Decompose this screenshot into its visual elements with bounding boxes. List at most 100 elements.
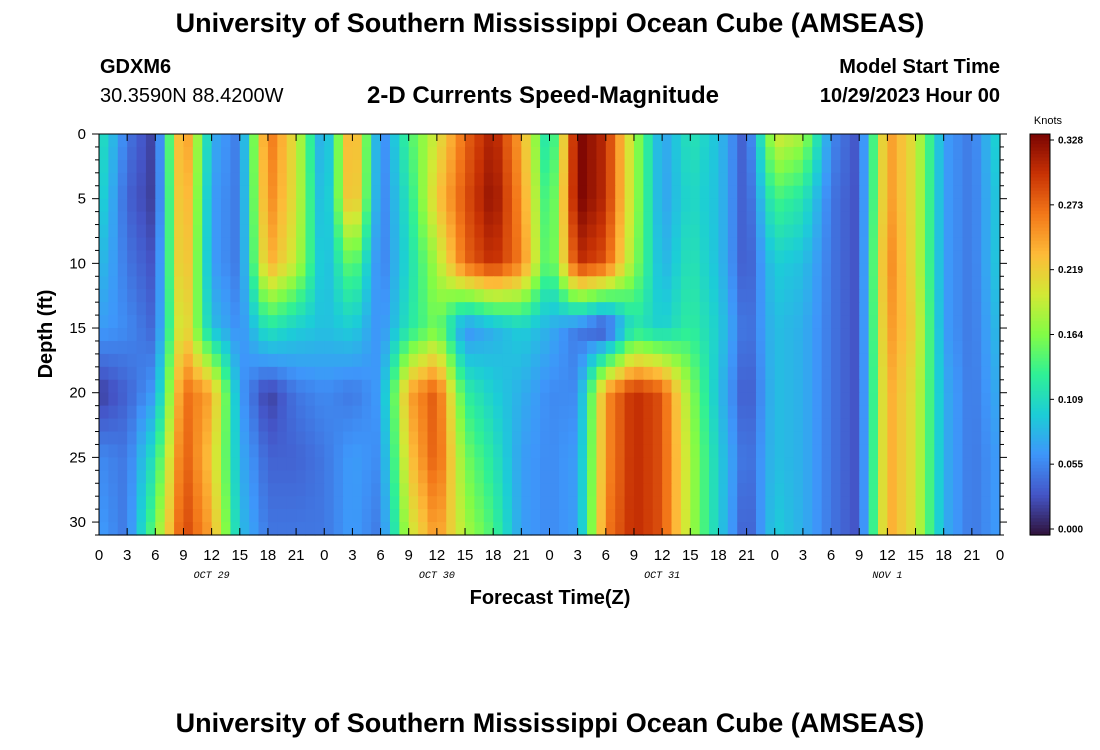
heatmap-cell: [690, 289, 701, 303]
heatmap-cell: [521, 289, 532, 303]
heatmap-cell: [587, 211, 598, 226]
heatmap-cell: [568, 392, 579, 407]
heatmap-cell: [183, 418, 194, 433]
heatmap-cell: [455, 134, 466, 148]
x-tick-label: 21: [738, 547, 755, 564]
heatmap-cell: [371, 134, 382, 148]
heatmap-cell: [230, 444, 241, 458]
heatmap-cell: [389, 457, 400, 471]
heatmap-cell: [399, 509, 410, 523]
heatmap-cell: [521, 496, 532, 510]
heatmap-cell: [183, 392, 194, 407]
heatmap-cell: [953, 146, 964, 161]
heatmap-cell: [587, 172, 598, 187]
heatmap-cell: [333, 315, 344, 329]
heatmap-cell: [953, 328, 964, 342]
heatmap-cell: [530, 431, 541, 446]
heatmap-cell: [155, 315, 166, 329]
heatmap-cell: [906, 328, 917, 342]
heatmap-cell: [596, 250, 607, 264]
heatmap-cell: [643, 379, 654, 394]
heatmap-cell: [371, 483, 382, 497]
heatmap-cell: [136, 172, 147, 187]
heatmap-cell: [324, 496, 335, 510]
heatmap-cell: [943, 211, 954, 226]
heatmap-cell: [549, 289, 560, 303]
heatmap-cell: [493, 146, 504, 161]
heatmap-cell: [643, 431, 654, 446]
heatmap-cell: [249, 522, 260, 536]
heatmap-cell: [418, 470, 429, 484]
heatmap-cell: [493, 444, 504, 458]
heatmap-cell: [277, 134, 288, 148]
heatmap-cell: [981, 250, 992, 264]
heatmap-cell: [183, 470, 194, 484]
heatmap-cell: [361, 302, 372, 316]
heatmap-cell: [455, 509, 466, 523]
heatmap-cell: [577, 328, 588, 342]
heatmap-cell: [117, 379, 128, 394]
heatmap-cell: [868, 328, 879, 342]
heatmap-cell: [605, 302, 616, 316]
heatmap-cell: [277, 470, 288, 484]
colorbar-segment: [1030, 234, 1050, 239]
heatmap-cell: [211, 522, 222, 536]
heatmap-cell: [380, 185, 391, 200]
heatmap-cell: [136, 237, 147, 252]
heatmap-cell: [127, 185, 138, 200]
heatmap-cell: [483, 250, 494, 264]
heatmap-cell: [314, 379, 325, 394]
heatmap-cell: [746, 470, 757, 484]
heatmap-cell: [155, 496, 166, 510]
heatmap-cell: [324, 146, 335, 161]
heatmap-cell: [774, 444, 785, 458]
heatmap-cell: [221, 159, 231, 174]
heatmap-cell: [314, 444, 325, 458]
heatmap-cell: [971, 159, 982, 174]
heatmap-cell: [962, 457, 973, 471]
heatmap-cell: [662, 172, 673, 187]
heatmap-cell: [662, 289, 673, 303]
heatmap-cell: [887, 146, 898, 161]
heatmap-cell: [333, 302, 344, 316]
heatmap-cell: [633, 224, 644, 239]
heatmap-cell: [615, 302, 626, 316]
heatmap-cell: [483, 522, 494, 536]
colorbar-segment: [1030, 220, 1050, 225]
heatmap-cell: [887, 302, 898, 316]
heatmap-cell: [465, 340, 476, 355]
heatmap-cell: [587, 522, 598, 536]
heatmap-cell: [305, 159, 316, 174]
heatmap-cell: [211, 134, 222, 148]
heatmap-cell: [990, 379, 1001, 394]
heatmap-cell: [333, 483, 344, 497]
heatmap-cell: [493, 276, 504, 290]
heatmap-cell: [558, 263, 569, 277]
heatmap-cell: [812, 224, 823, 239]
heatmap-cell: [633, 185, 644, 200]
heatmap-cell: [680, 522, 691, 536]
heatmap-cell: [596, 340, 607, 355]
heatmap-cell: [962, 224, 973, 239]
heatmap-cell: [258, 198, 269, 213]
heatmap-cell: [680, 146, 691, 161]
heatmap-cell: [511, 431, 522, 446]
heatmap-cell: [718, 522, 729, 536]
heatmap-cell: [436, 431, 447, 446]
heatmap-cell: [455, 302, 466, 316]
heatmap-cell: [211, 289, 222, 303]
heatmap-cell: [380, 353, 391, 368]
heatmap-cell: [971, 483, 982, 497]
heatmap-cell: [802, 211, 813, 226]
heatmap-cell: [239, 405, 250, 420]
heatmap-cell: [643, 315, 654, 329]
heatmap-cell: [305, 405, 316, 420]
heatmap-cell: [305, 418, 316, 433]
heatmap-cell: [962, 134, 973, 148]
heatmap-cell: [521, 431, 532, 446]
heatmap-cell: [737, 289, 748, 303]
heatmap-cell: [455, 457, 466, 471]
heatmap-cell: [483, 263, 494, 277]
heatmap-cell: [962, 405, 973, 420]
